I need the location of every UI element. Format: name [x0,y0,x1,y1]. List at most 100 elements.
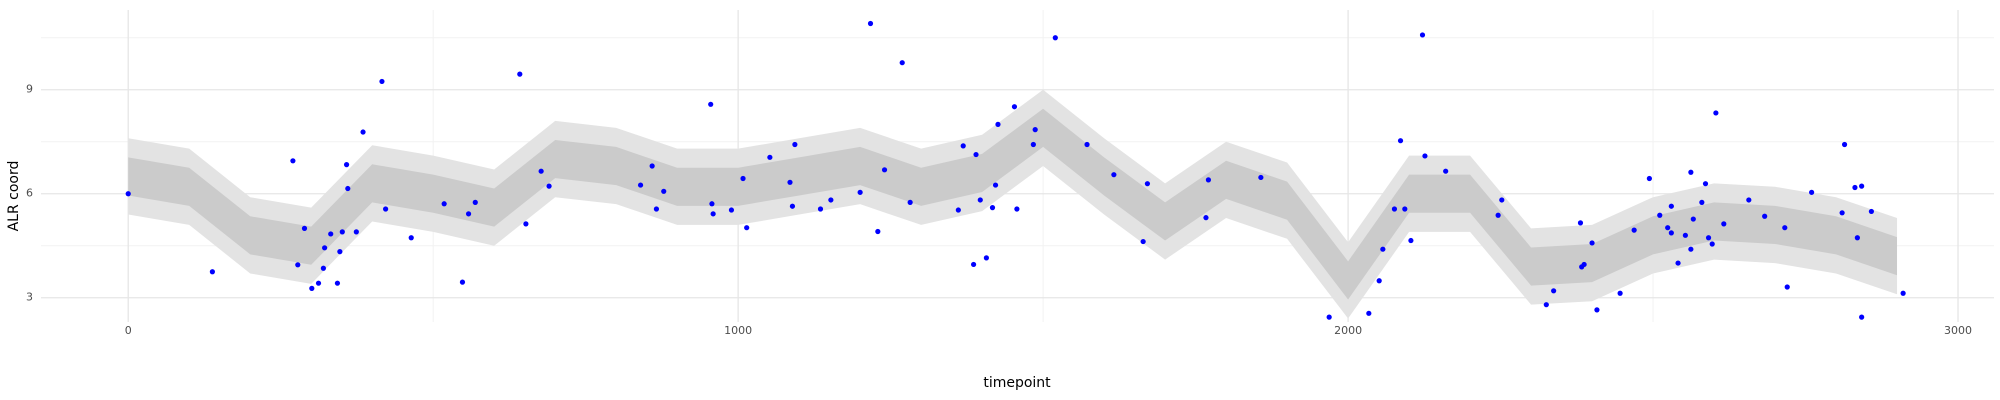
point [817,206,824,212]
point [1366,310,1372,316]
point [1762,213,1768,219]
point [1617,290,1623,296]
point [383,206,389,212]
point [322,245,328,251]
point [125,191,131,197]
point [970,261,977,268]
point [1868,208,1875,215]
point [320,265,326,271]
point [960,143,966,149]
point [1551,288,1557,294]
point [1854,235,1860,241]
point [740,175,746,182]
point [1702,181,1709,187]
point [301,225,308,231]
point [1084,141,1090,148]
point [1705,235,1712,241]
point [1422,153,1428,159]
point [881,167,888,173]
point [337,249,343,255]
point [1495,212,1501,218]
point [517,71,523,77]
point [1258,174,1264,181]
point [973,151,979,158]
y-tick-label: 6 [26,187,33,200]
point [857,189,863,195]
point [744,225,750,231]
points [125,20,1906,320]
point [353,229,359,235]
point [1140,238,1146,245]
point [867,20,874,27]
point [360,129,366,135]
point [1784,284,1790,290]
point [1581,261,1587,268]
x-tick-label: 0 [125,324,132,337]
point [1014,206,1020,212]
point [1589,240,1595,246]
point [653,206,660,212]
point [309,285,315,291]
point [977,197,983,203]
point [538,168,544,174]
point [989,205,996,211]
point [708,101,714,107]
point [209,269,215,275]
point [1419,32,1426,38]
point [1011,104,1018,110]
point [995,121,1001,127]
point [1675,260,1681,266]
point [1646,175,1652,182]
point [649,163,655,169]
point [315,280,322,286]
point [1594,307,1600,313]
point [1326,314,1332,320]
point [787,179,793,185]
y-tick-label: 9 [26,83,33,96]
point [1839,210,1845,216]
point [710,211,716,217]
point [709,201,715,207]
point [1746,197,1752,203]
point [792,141,798,148]
point [728,207,735,213]
point [441,201,447,207]
point [907,199,913,205]
point [465,211,472,217]
ribbon [128,108,1898,300]
point [1408,237,1414,244]
point [1499,197,1505,203]
point [955,207,961,213]
point [1376,278,1382,284]
point [637,182,644,188]
point [1713,110,1719,116]
point [1203,215,1209,221]
point [1690,216,1696,222]
point [1631,227,1637,233]
point [1859,314,1865,320]
point [1859,183,1865,189]
point [1657,212,1663,218]
point [1543,302,1549,308]
point [1443,168,1449,174]
point [472,199,478,205]
point [295,262,301,268]
y-axis-title: ALR coord [6,161,22,232]
point [339,229,345,235]
point [1668,230,1674,236]
point [828,197,834,203]
point [1709,241,1715,247]
point [1144,181,1151,187]
point [328,231,334,237]
point [983,255,989,261]
point [1402,206,1408,212]
point [1841,141,1848,148]
point [290,158,296,164]
point [1809,189,1815,195]
x-axis-title: timepoint [983,375,1051,391]
x-tick-label: 1000 [724,324,752,337]
x-tick-label: 3000 [1944,324,1972,337]
ribbons [128,89,1898,319]
